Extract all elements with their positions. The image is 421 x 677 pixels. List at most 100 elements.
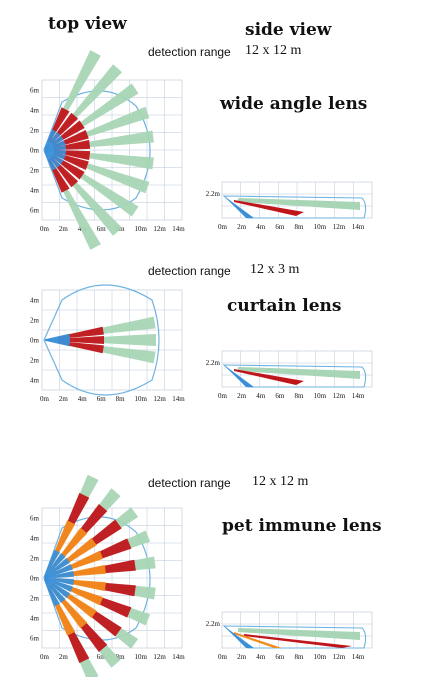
x-tick-label: 2m (59, 395, 69, 403)
blue-zone (44, 149, 66, 160)
y-tick-label: 6m (30, 515, 40, 523)
green-zone (238, 198, 360, 210)
x-tick-label: 12m (153, 225, 166, 233)
blue-zone (43, 549, 60, 578)
blue-zone (44, 145, 67, 151)
detection-range-label: detection range (148, 264, 231, 278)
detection-range-label: detection range (148, 476, 231, 490)
x-tick-label: 14m (172, 395, 185, 403)
x-tick-label: 8m (295, 653, 305, 661)
x-tick-label: 0m (218, 392, 228, 400)
detection-range-value: 12 x 12 m (252, 474, 309, 489)
blue-zone (44, 570, 75, 579)
green-zone (74, 334, 156, 346)
blue-zone (44, 578, 70, 599)
x-tick-label: 12m (153, 395, 166, 403)
red-zone (244, 634, 352, 648)
x-tick-label: 10m (135, 225, 148, 233)
x-tick-label: 8m (116, 395, 126, 403)
x-tick-label: 6m (97, 395, 107, 403)
detection-range-value: 12 x 12 m (245, 43, 302, 58)
y-tick-label: 4m (30, 107, 40, 115)
x-tick-label: 14m (352, 392, 365, 400)
side-view-heading: side view (245, 20, 332, 40)
y-tick-label: 6m (30, 207, 40, 215)
y-tick-label: 2m (30, 127, 40, 135)
y-tick-label: 2m (30, 317, 40, 325)
blue-zone (44, 150, 64, 165)
lens-name: wide angle lens (220, 94, 368, 114)
x-tick-label: 14m (352, 223, 365, 231)
x-tick-label: 0m (40, 653, 50, 661)
x-tick-label: 8m (295, 223, 305, 231)
x-tick-label: 6m (275, 392, 285, 400)
blue-zone (43, 129, 57, 150)
x-tick-label: 14m (172, 225, 185, 233)
y-tick-label: 6m (30, 87, 40, 95)
x-tick-label: 2m (59, 225, 69, 233)
blue-zone (44, 578, 66, 603)
blue-zone (224, 196, 254, 218)
coverage-outline (222, 195, 367, 219)
coverage-outline (222, 625, 367, 649)
x-tick-label: 4m (256, 392, 266, 400)
x-tick-label: 4m (256, 653, 266, 661)
blue-zone (44, 339, 70, 347)
y-tick-label: 4m (30, 377, 40, 385)
x-tick-label: 6m (275, 223, 285, 231)
blue-zone (44, 132, 61, 150)
blue-zone (44, 557, 70, 578)
x-tick-label: 10m (135, 395, 148, 403)
blue-zone (44, 577, 73, 592)
blue-zone (44, 135, 64, 150)
blue-zone (44, 553, 66, 578)
x-tick-label: 12m (333, 223, 346, 231)
blue-zone (43, 578, 60, 607)
height-label: 2.2m (206, 190, 221, 198)
side-view-grid (221, 350, 373, 388)
x-tick-label: 2m (237, 392, 247, 400)
x-tick-label: 6m (97, 225, 107, 233)
red-zone (58, 336, 104, 344)
y-tick-label: 6m (30, 635, 40, 643)
lens-name: curtain lens (227, 296, 342, 316)
y-tick-label: 4m (30, 535, 40, 543)
y-tick-label: 2m (30, 167, 40, 175)
blue-zone (44, 150, 61, 168)
detection-range-value: 12 x 3 m (250, 262, 300, 277)
y-tick-label: 0m (30, 575, 40, 583)
y-tick-label: 0m (30, 147, 40, 155)
x-tick-label: 8m (295, 392, 305, 400)
x-tick-label: 2m (237, 223, 247, 231)
x-tick-label: 10m (314, 653, 327, 661)
x-tick-label: 10m (314, 392, 327, 400)
blue-zone (44, 333, 70, 341)
y-tick-label: 2m (30, 357, 40, 365)
blue-zone (44, 140, 66, 151)
blue-zone (43, 150, 57, 171)
blue-zone (44, 149, 67, 155)
red-zone (234, 369, 304, 385)
x-tick-label: 0m (218, 223, 228, 231)
x-tick-label: 12m (153, 653, 166, 661)
blue-zone (44, 564, 73, 579)
coverage-outline (222, 364, 367, 388)
x-tick-label: 14m (352, 653, 365, 661)
height-label: 2.2m (206, 620, 221, 628)
y-tick-label: 4m (30, 615, 40, 623)
x-tick-label: 12m (333, 392, 346, 400)
blue-zone (44, 577, 75, 586)
y-tick-label: 0m (30, 337, 40, 345)
blue-zone (224, 365, 254, 387)
x-tick-label: 2m (59, 653, 69, 661)
orange-zone (234, 632, 282, 648)
detection-range-label: detection range (148, 45, 231, 59)
x-tick-label: 0m (40, 395, 50, 403)
x-tick-label: 12m (333, 653, 346, 661)
height-label: 2.2m (206, 359, 221, 367)
x-tick-label: 2m (237, 653, 247, 661)
top-view-heading: top view (48, 14, 127, 34)
x-tick-label: 10m (314, 223, 327, 231)
x-tick-label: 4m (78, 395, 88, 403)
